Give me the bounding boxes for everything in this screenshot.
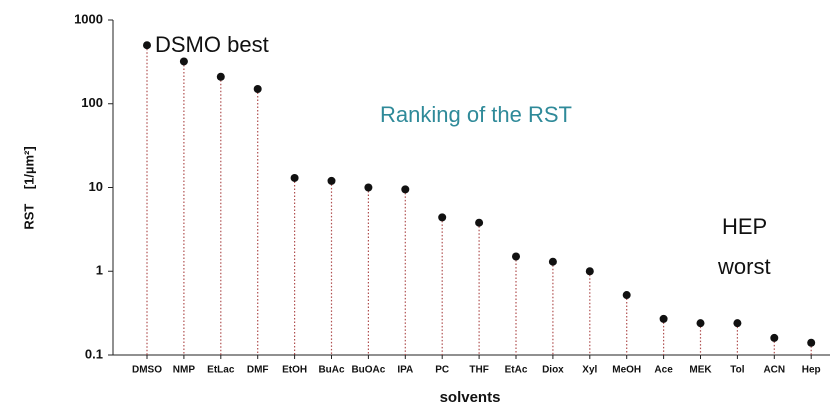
dot — [622, 291, 631, 300]
x-tick-label: Hep — [802, 365, 821, 376]
x-tick-label: ACN — [763, 365, 785, 376]
y-tick-label: 0.1 — [85, 346, 103, 361]
dot — [696, 319, 705, 328]
dot — [659, 314, 668, 323]
dot — [733, 319, 742, 328]
x-tick-label: BuOAc — [351, 365, 385, 376]
dot — [807, 338, 816, 347]
dot — [216, 72, 225, 81]
dot — [548, 257, 557, 266]
y-tick-label: 1 — [96, 263, 103, 278]
x-axis-label: solvents — [440, 389, 501, 406]
annotation: Ranking of the RST — [380, 102, 572, 127]
annotation: DSMO best — [155, 32, 269, 57]
x-tick-label: PC — [435, 365, 449, 376]
x-tick-label: THF — [469, 365, 488, 376]
dot — [438, 213, 447, 222]
dot — [401, 185, 410, 194]
x-tick-label: DMSO — [132, 365, 162, 376]
dot — [143, 41, 151, 50]
x-tick-label: Tol — [730, 365, 744, 376]
y-axis-label: RST [1/µm²] — [21, 146, 36, 229]
dot — [585, 267, 594, 276]
dot — [179, 57, 188, 66]
y-tick-label: 1000 — [74, 11, 103, 26]
x-tick-label: IPA — [397, 365, 413, 376]
x-tick-label: Xyl — [582, 365, 597, 376]
x-tick-label: EtAc — [505, 365, 528, 376]
dot — [253, 85, 262, 94]
annotation: worst — [717, 254, 771, 279]
y-tick-label: 10 — [89, 179, 103, 194]
x-tick-label: MEK — [689, 365, 712, 376]
y-tick-label: 100 — [81, 95, 103, 110]
x-tick-label: Diox — [542, 365, 564, 376]
x-tick-label: Ace — [654, 365, 673, 376]
x-tick-label: NMP — [173, 365, 196, 376]
x-tick-label: DMF — [247, 365, 269, 376]
x-tick-label: EtLac — [207, 365, 235, 376]
x-tick-label: MeOH — [612, 365, 641, 376]
dot — [290, 173, 299, 182]
dot — [327, 176, 336, 185]
x-tick-label: BuAc — [318, 365, 345, 376]
dot — [770, 333, 779, 342]
dot — [364, 183, 373, 192]
dot — [512, 252, 520, 261]
x-tick-label: EtOH — [282, 365, 307, 376]
dot — [475, 218, 484, 227]
annotation: HEP — [722, 214, 767, 239]
